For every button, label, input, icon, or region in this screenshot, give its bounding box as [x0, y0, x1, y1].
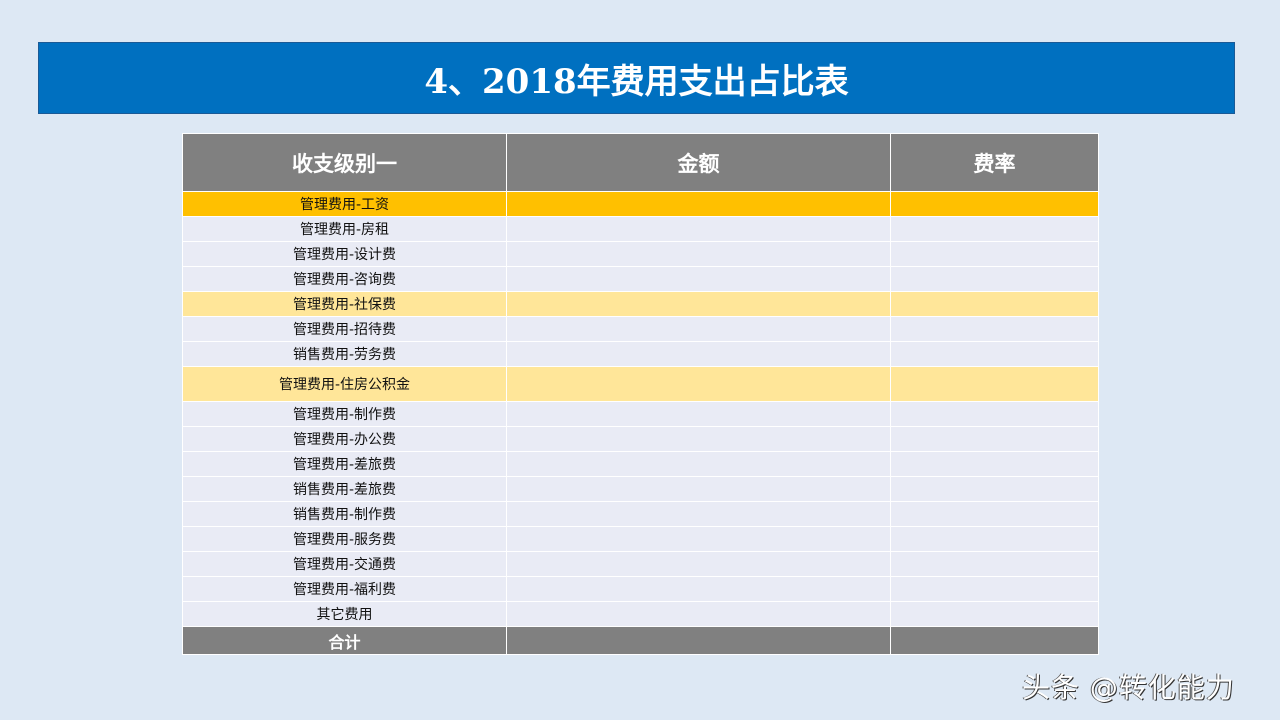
- table-row: 销售费用-制作费: [182, 501, 1099, 527]
- category-cell: 管理费用-福利费: [182, 576, 507, 602]
- amount-cell[interactable]: [506, 426, 891, 452]
- amount-cell[interactable]: [506, 316, 891, 342]
- rate-cell[interactable]: [890, 426, 1099, 452]
- category-cell: 管理费用-设计费: [182, 241, 507, 267]
- rate-cell[interactable]: [890, 266, 1099, 292]
- table-row: 管理费用-设计费: [182, 241, 1099, 267]
- amount-cell[interactable]: [506, 451, 891, 477]
- table-row: 管理费用-咨询费: [182, 266, 1099, 292]
- amount-cell[interactable]: [506, 576, 891, 602]
- rate-cell[interactable]: [890, 451, 1099, 477]
- category-cell: 销售费用-制作费: [182, 501, 507, 527]
- table-row: 管理费用-住房公积金: [182, 366, 1099, 402]
- amount-cell[interactable]: [506, 551, 891, 577]
- table-row: 管理费用-办公费: [182, 426, 1099, 452]
- rate-cell[interactable]: [890, 501, 1099, 527]
- rate-cell[interactable]: [890, 216, 1099, 242]
- rate-cell[interactable]: [890, 576, 1099, 602]
- category-cell: 销售费用-差旅费: [182, 476, 507, 502]
- amount-cell[interactable]: [506, 291, 891, 317]
- category-cell: 管理费用-办公费: [182, 426, 507, 452]
- header-amount: 金额: [506, 133, 891, 192]
- table-row: 管理费用-房租: [182, 216, 1099, 242]
- amount-cell[interactable]: [506, 501, 891, 527]
- category-cell: 管理费用-差旅费: [182, 451, 507, 477]
- total-row: 合计: [182, 626, 1099, 655]
- rate-cell[interactable]: [890, 241, 1099, 267]
- amount-cell[interactable]: [506, 401, 891, 427]
- rate-cell[interactable]: [890, 191, 1099, 217]
- rate-cell[interactable]: [890, 291, 1099, 317]
- expense-table: 收支级别一 金额 费率 管理费用-工资 管理费用-房租 管理费用-设计费 管理费用-咨…: [182, 133, 1099, 655]
- header-rate: 费率: [890, 133, 1099, 192]
- category-cell: 管理费用-服务费: [182, 526, 507, 552]
- amount-cell[interactable]: [506, 341, 891, 367]
- category-cell: 管理费用-咨询费: [182, 266, 507, 292]
- category-cell: 管理费用-交通费: [182, 551, 507, 577]
- rate-cell[interactable]: [890, 316, 1099, 342]
- table-row: 管理费用-工资: [182, 191, 1099, 217]
- header-category: 收支级别一: [182, 133, 507, 192]
- total-rate-cell[interactable]: [890, 626, 1099, 655]
- total-label: 合计: [182, 626, 507, 655]
- table-row: 管理费用-福利费: [182, 576, 1099, 602]
- category-cell: 管理费用-房租: [182, 216, 507, 242]
- watermark: 头条 @转化能力: [1022, 671, 1235, 704]
- amount-cell[interactable]: [506, 266, 891, 292]
- category-cell: 其它费用: [182, 601, 507, 627]
- table-row: 销售费用-劳务费: [182, 341, 1099, 367]
- table-row: 管理费用-交通费: [182, 551, 1099, 577]
- rate-cell[interactable]: [890, 526, 1099, 552]
- table-row: 管理费用-社保费: [182, 291, 1099, 317]
- rate-cell[interactable]: [890, 366, 1099, 402]
- amount-cell[interactable]: [506, 216, 891, 242]
- total-amount-cell[interactable]: [506, 626, 891, 655]
- table-row: 销售费用-差旅费: [182, 476, 1099, 502]
- rate-cell[interactable]: [890, 476, 1099, 502]
- table-row: 其它费用: [182, 601, 1099, 627]
- header-row: 收支级别一 金额 费率: [182, 133, 1099, 192]
- amount-cell[interactable]: [506, 526, 891, 552]
- rate-cell[interactable]: [890, 401, 1099, 427]
- rate-cell[interactable]: [890, 551, 1099, 577]
- table-row: 管理费用-差旅费: [182, 451, 1099, 477]
- table-row: 管理费用-服务费: [182, 526, 1099, 552]
- category-cell: 管理费用-工资: [182, 191, 507, 217]
- page-title: 4、2018年费用支出占比表: [38, 42, 1235, 114]
- rate-cell[interactable]: [890, 601, 1099, 627]
- category-cell: 销售费用-劳务费: [182, 341, 507, 367]
- amount-cell[interactable]: [506, 191, 891, 217]
- category-cell: 管理费用-制作费: [182, 401, 507, 427]
- category-cell: 管理费用-社保费: [182, 291, 507, 317]
- category-cell: 管理费用-招待费: [182, 316, 507, 342]
- category-cell: 管理费用-住房公积金: [182, 366, 507, 402]
- amount-cell[interactable]: [506, 476, 891, 502]
- table-row: 管理费用-招待费: [182, 316, 1099, 342]
- amount-cell[interactable]: [506, 601, 891, 627]
- amount-cell[interactable]: [506, 366, 891, 402]
- table-row: 管理费用-制作费: [182, 401, 1099, 427]
- amount-cell[interactable]: [506, 241, 891, 267]
- rate-cell[interactable]: [890, 341, 1099, 367]
